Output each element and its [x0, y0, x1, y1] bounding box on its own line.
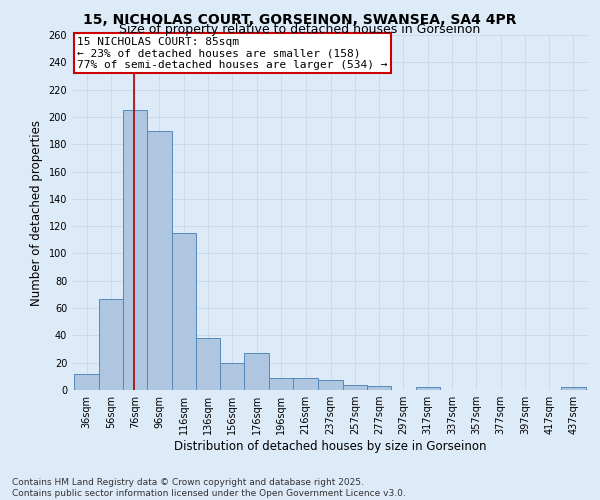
- Bar: [123, 110, 147, 390]
- Bar: [561, 388, 586, 390]
- Bar: [244, 353, 269, 390]
- Bar: [416, 388, 440, 390]
- Bar: [99, 298, 123, 390]
- Text: 15, NICHOLAS COURT, GORSEINON, SWANSEA, SA4 4PR: 15, NICHOLAS COURT, GORSEINON, SWANSEA, …: [83, 12, 517, 26]
- Bar: [74, 374, 99, 390]
- Bar: [343, 384, 367, 390]
- Bar: [293, 378, 319, 390]
- Text: Contains HM Land Registry data © Crown copyright and database right 2025.
Contai: Contains HM Land Registry data © Crown c…: [12, 478, 406, 498]
- Bar: [147, 130, 172, 390]
- Bar: [367, 386, 391, 390]
- Bar: [269, 378, 293, 390]
- Bar: [220, 362, 244, 390]
- Bar: [172, 233, 196, 390]
- Bar: [319, 380, 343, 390]
- Text: Size of property relative to detached houses in Gorseinon: Size of property relative to detached ho…: [119, 22, 481, 36]
- X-axis label: Distribution of detached houses by size in Gorseinon: Distribution of detached houses by size …: [174, 440, 486, 453]
- Y-axis label: Number of detached properties: Number of detached properties: [30, 120, 43, 306]
- Text: 15 NICHOLAS COURT: 85sqm
← 23% of detached houses are smaller (158)
77% of semi-: 15 NICHOLAS COURT: 85sqm ← 23% of detach…: [77, 37, 388, 70]
- Bar: [196, 338, 220, 390]
